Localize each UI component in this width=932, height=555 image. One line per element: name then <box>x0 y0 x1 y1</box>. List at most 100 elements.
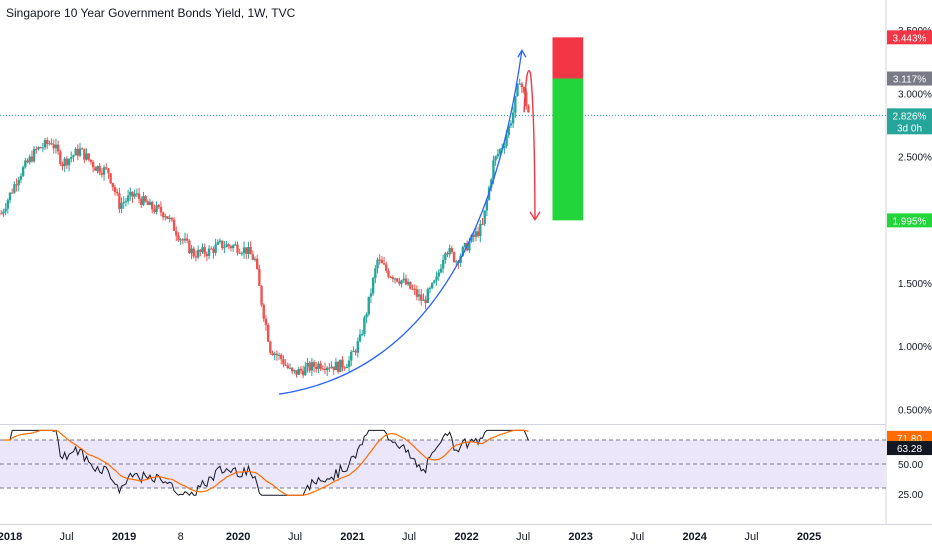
time-tick-label: Jul <box>60 531 74 543</box>
candle-body <box>210 248 213 250</box>
candle-body <box>83 148 86 160</box>
rsi-ma-line <box>3 429 529 496</box>
candle-body <box>455 261 458 263</box>
candle-body <box>446 253 449 255</box>
candle-body <box>87 153 90 160</box>
candle-body <box>78 148 82 156</box>
candle-body <box>234 244 237 246</box>
candle-body <box>325 367 329 371</box>
candle-body <box>406 281 410 285</box>
candle-body <box>50 143 53 145</box>
candle-body <box>168 217 171 219</box>
candle-body <box>129 191 132 196</box>
candle-body <box>516 84 519 96</box>
candle-body <box>80 148 84 150</box>
candle-body <box>277 354 281 356</box>
candle-body <box>367 296 370 315</box>
price-tick-label: 1.000% <box>898 342 932 353</box>
time-tick-label: 2024 <box>682 531 707 543</box>
candle-body <box>150 201 154 210</box>
time-tick-label: Jul <box>630 531 644 543</box>
rsi-tick-label: 25.00 <box>898 490 923 501</box>
candle-body <box>476 231 480 237</box>
time-tick-label: 2019 <box>112 531 136 543</box>
candle-body <box>304 366 307 376</box>
candle-body <box>21 167 25 176</box>
candle-body <box>284 364 287 366</box>
candle-body <box>323 368 327 371</box>
candle-body <box>288 367 292 369</box>
candle-body <box>144 196 147 202</box>
candle-body <box>181 239 185 241</box>
candle-body <box>177 235 180 241</box>
candle-body <box>153 209 156 212</box>
candle-body <box>452 252 456 262</box>
candle-body <box>518 83 521 85</box>
candle-body <box>492 160 495 180</box>
candle-body <box>124 201 128 203</box>
candle-body <box>315 366 318 370</box>
candle-body <box>37 147 40 150</box>
candle-body <box>378 259 381 261</box>
candle-body <box>164 216 167 218</box>
candle-body <box>404 278 408 285</box>
candle-body <box>54 144 58 149</box>
candle-body <box>45 139 49 144</box>
candle-body <box>426 289 430 303</box>
candle-body <box>273 353 276 356</box>
candle-body <box>360 334 364 336</box>
candle-body <box>258 268 261 286</box>
candle-body <box>498 149 502 155</box>
candle-body <box>395 278 399 282</box>
candle-body <box>507 125 510 136</box>
candle-body <box>131 191 134 197</box>
candle-body <box>17 179 20 186</box>
candle-body <box>120 203 123 209</box>
candle-body <box>481 223 484 225</box>
candle-body <box>218 240 222 243</box>
candle-body <box>2 211 5 214</box>
candle-body <box>334 361 338 370</box>
candle-body <box>317 363 320 370</box>
candle-body <box>352 350 355 352</box>
candle-body <box>172 219 176 231</box>
candle-body <box>468 241 471 251</box>
candle-body <box>214 244 217 253</box>
candle-body <box>148 201 152 205</box>
candle-body <box>201 247 204 252</box>
candle-body <box>444 253 447 260</box>
candle-body <box>527 106 530 113</box>
candle-body <box>175 230 178 236</box>
candle-body <box>236 244 239 253</box>
candle-body <box>514 95 517 113</box>
candle-body <box>43 139 47 148</box>
price-tick-label: 1.500% <box>898 279 932 290</box>
candle-body <box>450 248 454 253</box>
candle-body <box>63 158 66 167</box>
price-tick-label: 0.500% <box>898 405 932 416</box>
candle-body <box>255 258 259 269</box>
candle-body <box>511 112 515 124</box>
candle-body <box>96 166 99 171</box>
candle-body <box>293 370 296 372</box>
candle-body <box>321 368 325 370</box>
candle-body <box>142 196 145 205</box>
candle-body <box>89 159 93 163</box>
candle-body <box>229 246 233 249</box>
candle-body <box>118 193 121 209</box>
candle-body <box>328 367 331 369</box>
candle-body <box>400 280 403 284</box>
candle-body <box>312 362 316 367</box>
candle-body <box>24 160 27 168</box>
candle-body <box>430 282 434 288</box>
time-tick-label: 2018 <box>0 531 22 543</box>
candle-body <box>509 123 513 126</box>
candle-body <box>185 238 189 241</box>
candle-body <box>369 293 373 297</box>
candle-body <box>483 210 486 225</box>
candle-body <box>227 244 230 247</box>
candle-body <box>262 304 265 319</box>
candle-body <box>98 166 101 173</box>
candle-body <box>365 314 368 318</box>
